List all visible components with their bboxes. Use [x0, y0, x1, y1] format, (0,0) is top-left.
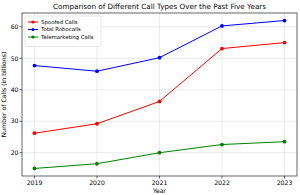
x-tick-label: 2019	[27, 179, 43, 186]
series-line	[35, 142, 285, 169]
y-tick	[20, 26, 23, 27]
y-tick-label: 20	[11, 149, 19, 156]
x-tick-label: 2022	[214, 179, 230, 186]
legend-marker	[31, 35, 34, 38]
plot-background	[22, 13, 297, 176]
legend-label: Spoofed Calls	[41, 19, 78, 26]
legend: Spoofed CallsTotal Robocalls Telemarketin…	[25, 16, 101, 47]
plot-frame	[22, 13, 297, 176]
series-marker	[220, 24, 224, 28]
legend-label: Telemarketing Calls	[40, 34, 94, 41]
y-tick-label: 60	[11, 23, 19, 30]
series-marker	[283, 41, 287, 45]
x-tick-label: 2020	[89, 179, 105, 186]
x-axis-label: Year	[152, 187, 167, 194]
y-tick-label: 30	[11, 117, 19, 124]
y-tick	[20, 89, 23, 90]
series-marker	[95, 122, 99, 126]
y-tick	[20, 121, 23, 122]
series-marker	[220, 47, 224, 51]
series-line	[35, 43, 285, 134]
series-marker	[33, 131, 37, 135]
series-marker	[95, 69, 99, 73]
legend-label: Total Robocalls	[40, 26, 81, 32]
series-marker	[158, 100, 162, 104]
series-marker	[95, 162, 99, 166]
y-tick-label: 40	[11, 86, 19, 93]
series-marker	[220, 143, 224, 147]
chart-svg: 20 30 40 50 60 2019 2020 2021 2022 2023 Comparison…	[0, 0, 300, 195]
y-tick	[20, 58, 23, 59]
chart-container: 20 30 40 50 60 2019 2020 2021 2022 2023 Comparison…	[0, 0, 300, 195]
y-tick-label: 50	[11, 55, 19, 62]
series-marker	[33, 64, 37, 68]
legend-marker	[31, 28, 34, 31]
series-marker	[283, 19, 287, 23]
series-marker	[283, 140, 287, 144]
chart-title: Comparison of Different Call Types Over …	[53, 2, 266, 11]
series-marker	[33, 167, 37, 171]
x-grid-line	[284, 13, 285, 176]
series-marker	[158, 56, 162, 60]
y-axis-label: Number of Calls (in billions)	[0, 52, 7, 138]
series-marker	[158, 151, 162, 155]
y-tick	[20, 152, 23, 153]
legend-marker	[31, 20, 34, 23]
x-tick-label: 2021	[152, 179, 168, 186]
x-tick-label: 2023	[277, 179, 293, 186]
legend-box	[25, 16, 101, 47]
x-grid-line	[222, 13, 223, 176]
